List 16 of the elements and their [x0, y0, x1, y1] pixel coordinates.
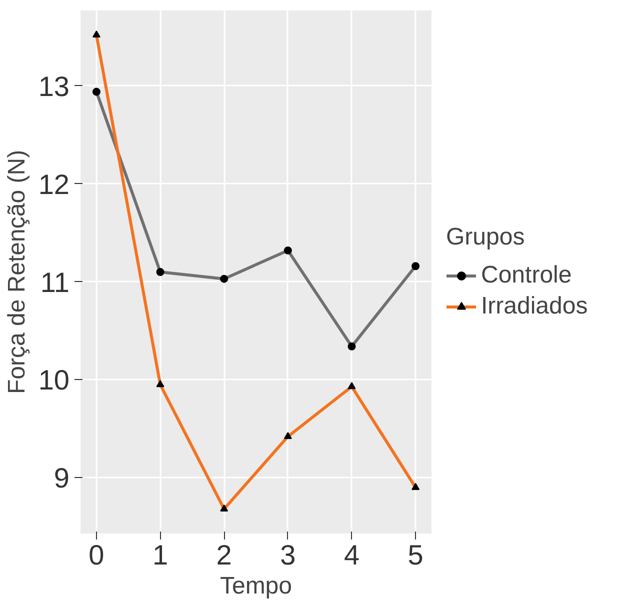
y-axis-title: Força de Retenção (N): [3, 150, 30, 394]
y-tick-label: 10: [38, 364, 70, 396]
y-tick-label: 12: [38, 168, 70, 200]
x-tick-label: 5: [408, 540, 424, 570]
x-tick-label: 3: [280, 540, 296, 570]
y-tick-label: 9: [54, 462, 70, 494]
y-tick-label: 11: [40, 266, 70, 298]
legend-label: Controle: [481, 261, 572, 289]
legend-title: Grupos: [446, 223, 526, 251]
x-axis-title: Tempo: [220, 572, 292, 600]
x-tick-label: 4: [344, 540, 360, 570]
x-tick-label: 1: [152, 540, 168, 570]
x-tick-label: 2: [216, 540, 232, 570]
legend-label: Irradiados: [481, 292, 588, 320]
y-tick-label: 13: [38, 70, 70, 102]
x-tick-label: 0: [88, 540, 104, 570]
